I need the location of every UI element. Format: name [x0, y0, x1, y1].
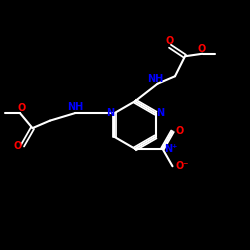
- Text: O: O: [175, 126, 183, 136]
- Text: O: O: [13, 140, 22, 150]
- Text: O: O: [197, 44, 205, 54]
- Text: N: N: [106, 108, 114, 118]
- Text: N: N: [156, 108, 164, 118]
- Text: O: O: [166, 36, 174, 46]
- Text: NH: NH: [147, 74, 163, 84]
- Text: O⁻: O⁻: [175, 161, 188, 171]
- Text: NH: NH: [67, 102, 83, 112]
- Text: O: O: [17, 103, 25, 113]
- Text: N⁺: N⁺: [164, 144, 177, 154]
